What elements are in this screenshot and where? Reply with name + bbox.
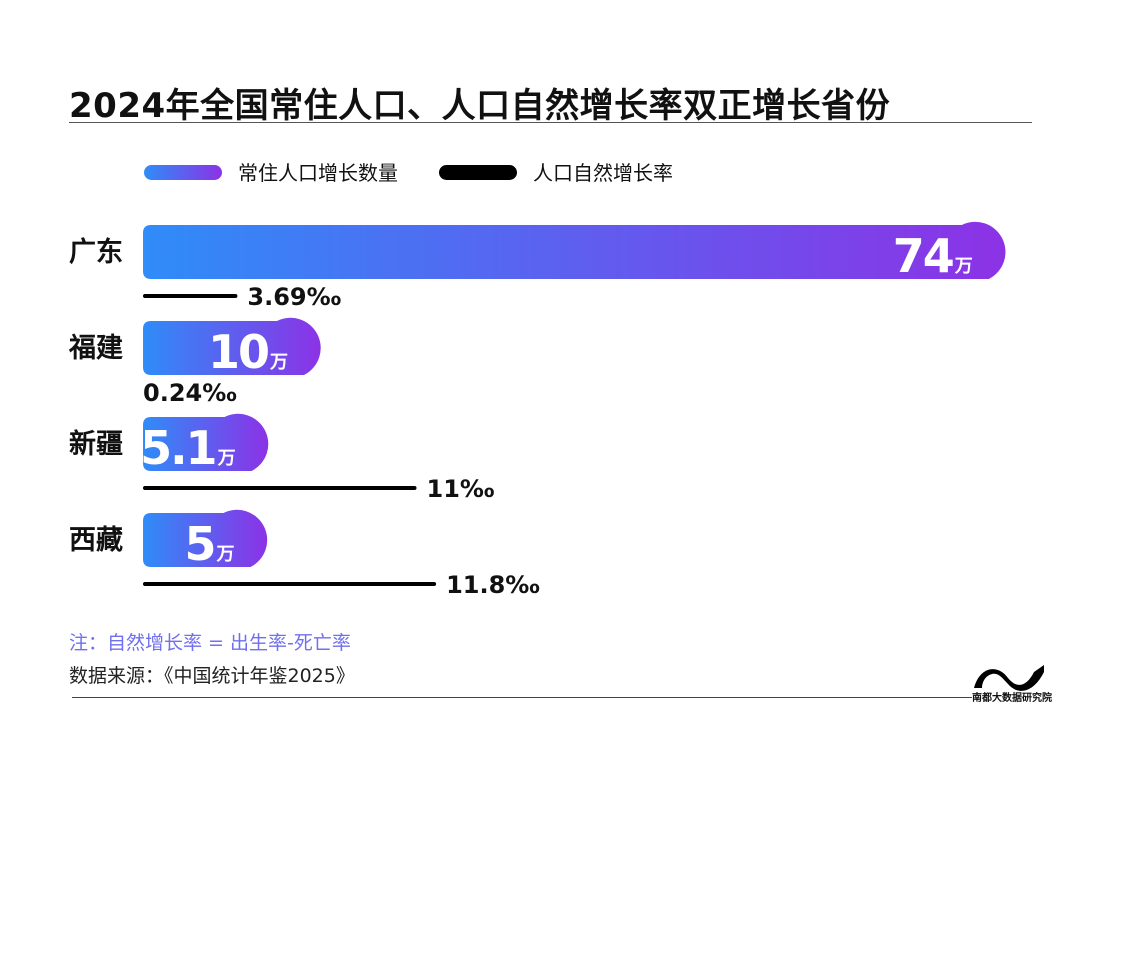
population-value-label: 5.1	[140, 421, 216, 475]
population-bar	[143, 413, 269, 471]
legend-swatch-rate	[439, 165, 517, 180]
footnote: 注：自然增长率 = 出生率-死亡率	[69, 632, 351, 654]
population-bar	[143, 317, 321, 375]
chart-title: 2024年全国常住人口、人口自然增长率双正增长省份	[69, 86, 891, 126]
category-label: 西藏	[69, 525, 123, 556]
footer-divider	[72, 697, 972, 698]
rate-value-label: 0.24‰	[143, 379, 237, 407]
population-unit-label: 万	[216, 544, 235, 565]
population-unit-label: 万	[954, 256, 973, 277]
legend-label-rate: 人口自然增长率	[533, 161, 673, 185]
rate-value-label: 3.69‰	[247, 283, 341, 311]
title-divider	[69, 122, 1032, 123]
rate-value-label: 11.8‰	[446, 571, 540, 599]
rate-value-label: 11‰	[427, 475, 495, 503]
category-label: 福建	[68, 333, 123, 364]
legend-label-population: 常住人口增长数量	[238, 161, 398, 185]
population-value-label: 5	[184, 517, 214, 571]
population-value-label: 10	[208, 325, 268, 379]
population-unit-label: 万	[269, 352, 288, 373]
wave-logo-icon	[974, 665, 1044, 691]
category-label: 新疆	[69, 428, 123, 460]
legend-swatch-population	[144, 165, 222, 180]
population-bar	[143, 221, 1006, 279]
population-unit-label: 万	[217, 448, 236, 469]
population-value-label: 74	[893, 229, 953, 283]
category-label: 广东	[69, 236, 123, 268]
brand-name: 南都大数据研究院	[972, 693, 1052, 704]
data-source: 数据来源：《中国统计年鉴2025》	[69, 665, 355, 687]
population-bar	[143, 509, 268, 567]
